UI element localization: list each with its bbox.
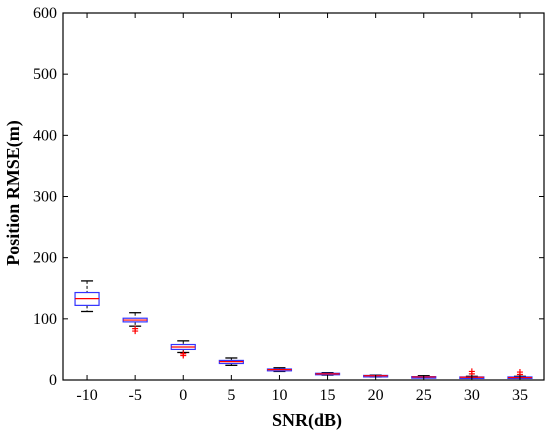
- x-tick-label: -10: [76, 387, 97, 404]
- x-tick-label: 10: [271, 387, 287, 404]
- box-10: [266, 367, 293, 373]
- x-tick-label: -5: [128, 387, 141, 404]
- y-tick-label: 0: [49, 372, 57, 389]
- box--10: [74, 280, 100, 313]
- x-tick-label: 0: [179, 387, 187, 404]
- x-tick-label: 20: [368, 387, 384, 404]
- plot-frame: [62, 12, 545, 381]
- x-axis-ticks: -10 -5 0 5 10 15 20 25 30 35: [76, 13, 528, 404]
- x-axis-title: SNR(dB): [272, 410, 342, 431]
- y-axis-ticks: 0 100 200 300 400 500 600: [33, 5, 544, 389]
- outlier-marker: [516, 369, 523, 376]
- y-tick-label: 600: [33, 5, 57, 22]
- outlier-marker: [180, 350, 187, 357]
- plot-area: [62, 12, 545, 381]
- x-tick-label: 15: [320, 387, 336, 404]
- box--5: [122, 312, 148, 335]
- y-tick-label: 300: [33, 189, 57, 206]
- x-tick-label: 35: [512, 387, 528, 404]
- y-tick-label: 100: [33, 311, 57, 328]
- y-tick-label: 200: [33, 250, 57, 267]
- box-5: [218, 357, 244, 366]
- x-tick-label: 5: [227, 387, 235, 404]
- x-tick-label: 30: [464, 387, 480, 404]
- box-15: [314, 372, 341, 376]
- box-0: [170, 340, 196, 359]
- x-tick-label: 25: [416, 387, 432, 404]
- outlier-marker: [132, 325, 139, 332]
- y-axis-title: Position RMSE(m): [3, 120, 24, 266]
- y-tick-label: 500: [33, 66, 57, 83]
- y-tick-label: 400: [33, 127, 57, 144]
- outlier-marker: [468, 368, 475, 375]
